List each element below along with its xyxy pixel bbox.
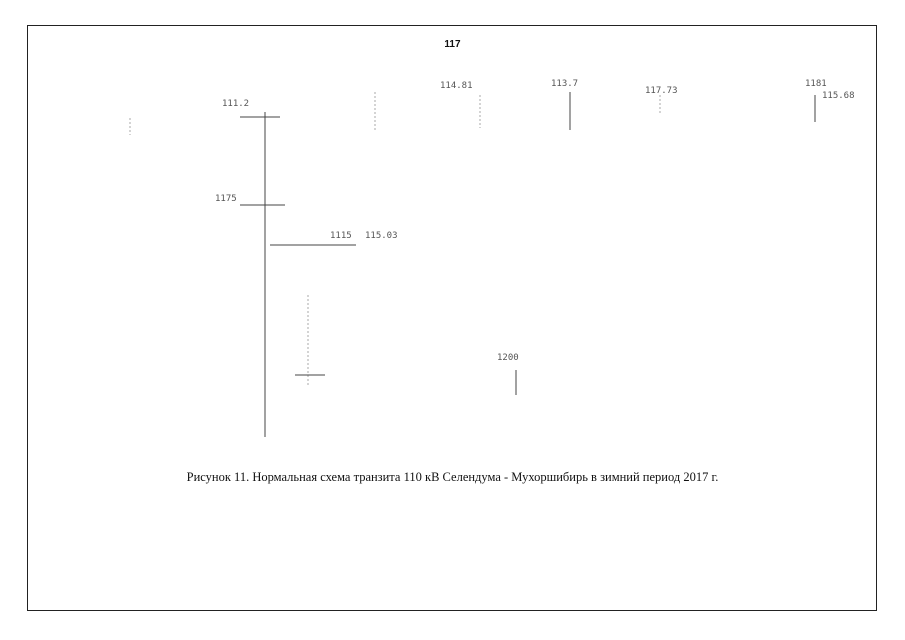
node-label: 1175: [215, 194, 237, 204]
node-label: 115.03: [365, 231, 398, 241]
node-label: 115.68: [822, 91, 855, 101]
node-label: 114.81: [440, 81, 473, 91]
node-label: 113.7: [551, 79, 578, 89]
node-label: 111.2: [222, 99, 249, 109]
node-label: 1115: [330, 231, 352, 241]
node-label: 1200: [497, 353, 519, 363]
figure-caption: Рисунок 11. Нормальная схема транзита 11…: [186, 470, 719, 484]
node-label: 117.73: [645, 86, 678, 96]
node-label: 1181: [805, 79, 827, 89]
page-number: 117: [444, 39, 461, 50]
page-frame: [27, 25, 877, 611]
